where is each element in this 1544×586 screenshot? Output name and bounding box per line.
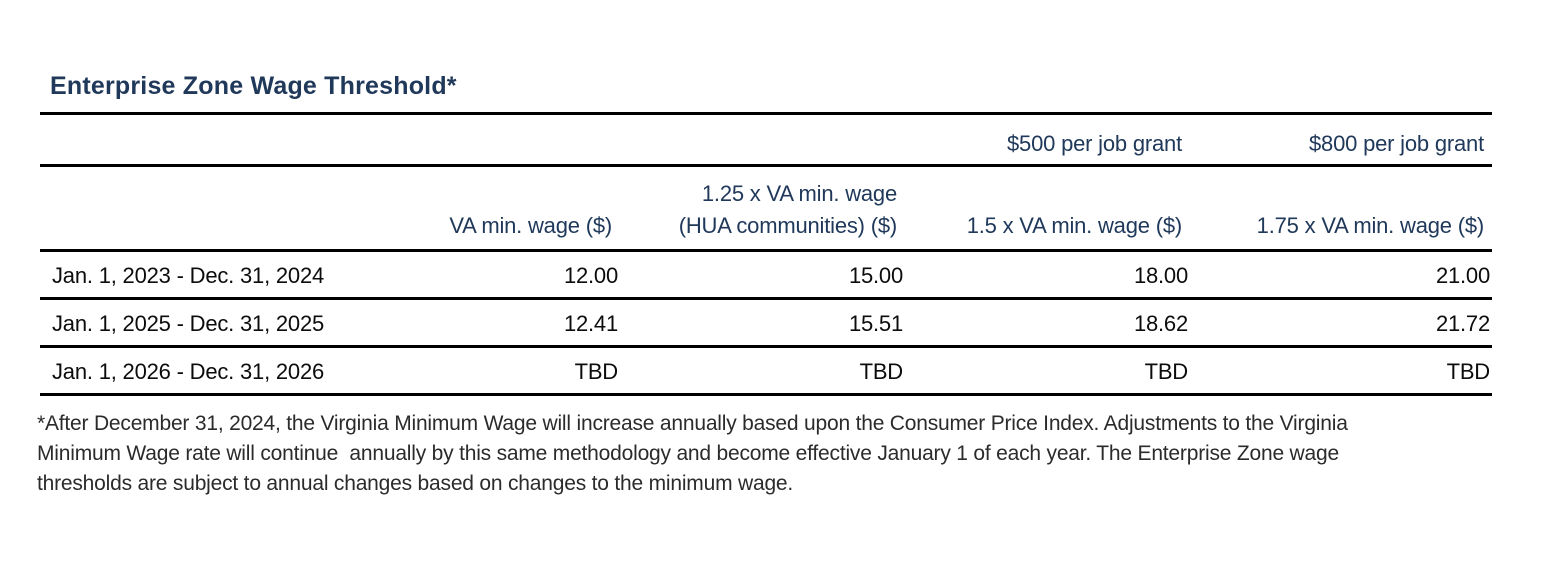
wage-cell: 18.00 xyxy=(1133,262,1188,288)
column-header-1-5x: 1.5 x VA min. wage ($) xyxy=(966,213,1182,238)
wage-cell: TBD xyxy=(1144,358,1189,384)
wage-cell: 18.62 xyxy=(1133,310,1188,336)
wage-cell: TBD xyxy=(574,358,619,384)
column-header-1-25x-line2: (HUA communities) ($) xyxy=(678,213,897,238)
grant-header-500: $500 per job grant xyxy=(1007,131,1182,156)
period-cell: Jan. 1, 2025 - Dec. 31, 2025 xyxy=(52,310,325,336)
footnote-line: Minimum Wage rate will continue annually… xyxy=(37,442,1339,465)
wage-cell: TBD xyxy=(1446,358,1491,384)
wage-threshold-table: $500 per job grant $800 per job grant VA… xyxy=(40,112,1492,396)
grant-header-row: $500 per job grant $800 per job grant xyxy=(40,114,1492,166)
table-row-2026: Jan. 1, 2026 - Dec. 31, 2026 TBD TBD TBD… xyxy=(40,347,1492,395)
wage-cell: 21.72 xyxy=(1435,310,1490,336)
grant-header-800: $800 per job grant xyxy=(1309,131,1484,156)
period-cell: Jan. 1, 2026 - Dec. 31, 2026 xyxy=(52,358,325,384)
footnote: *After December 31, 2024, the Virginia M… xyxy=(37,409,1504,499)
page-title: Enterprise Zone Wage Threshold* xyxy=(50,72,457,100)
wage-cell: 12.41 xyxy=(563,310,618,336)
wage-cell: 21.00 xyxy=(1435,262,1490,288)
wage-cell: 15.51 xyxy=(848,310,903,336)
wage-cell: 12.00 xyxy=(563,262,618,288)
footnote-line: *After December 31, 2024, the Virginia M… xyxy=(37,412,1348,435)
footnote-line: thresholds are subject to annual changes… xyxy=(37,472,794,495)
column-header-1-25x-line1: 1.25 x VA min. wage xyxy=(701,181,897,206)
column-header-1-75x: 1.75 x VA min. wage ($) xyxy=(1256,213,1485,238)
page: Enterprise Zone Wage Threshold* $500 per… xyxy=(0,72,1544,586)
table-row-2023-2024: Jan. 1, 2023 - Dec. 31, 2024 12.00 15.00… xyxy=(40,251,1492,299)
table-row-2025: Jan. 1, 2025 - Dec. 31, 2025 12.41 15.51… xyxy=(40,299,1492,347)
period-cell: Jan. 1, 2023 - Dec. 31, 2024 xyxy=(52,262,325,288)
column-header-spacer xyxy=(40,166,340,251)
wage-cell: TBD xyxy=(859,358,904,384)
column-header-va-min-wage: VA min. wage ($) xyxy=(449,213,612,238)
wage-cell: 15.00 xyxy=(848,262,903,288)
column-header-1-25x: 1.25 x VA min. wage (HUA communities) ($… xyxy=(620,166,905,251)
grant-header-spacer xyxy=(40,114,905,166)
column-header-row: VA min. wage ($) 1.25 x VA min. wage (HU… xyxy=(40,166,1492,251)
